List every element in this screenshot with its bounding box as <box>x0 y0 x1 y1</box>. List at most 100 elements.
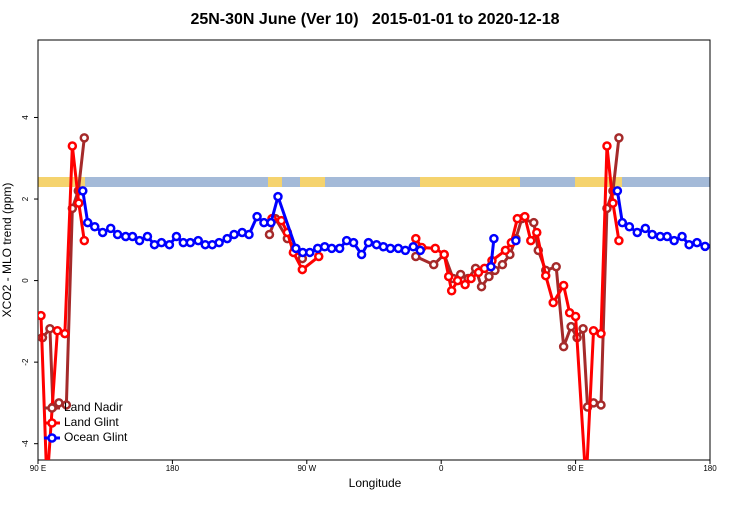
map-strip <box>38 177 710 187</box>
data-point <box>612 186 623 196</box>
legend-label: Ocean Glint <box>64 430 128 444</box>
chart-title: 25N-30N June (Ver 10) 2015-01-01 to 2020… <box>190 11 559 28</box>
data-point <box>229 229 239 240</box>
data-point <box>61 400 72 410</box>
data-point <box>596 400 606 410</box>
data-point <box>79 235 90 246</box>
x-tick-label: 0 <box>439 464 444 473</box>
data-point <box>624 222 635 232</box>
data-point <box>79 133 90 143</box>
data-point <box>428 259 439 270</box>
x-tick-label: 180 <box>703 464 717 473</box>
data-point <box>566 321 576 332</box>
data-point <box>385 243 396 254</box>
plot-area <box>38 133 710 488</box>
data-point <box>684 239 694 250</box>
data-point <box>551 261 561 272</box>
data-point <box>356 249 367 260</box>
data-point <box>54 398 64 408</box>
data-point <box>512 213 523 224</box>
data-point <box>532 227 542 238</box>
data-point <box>97 227 108 238</box>
data-point <box>452 275 463 286</box>
data-point <box>185 237 196 248</box>
y-tick-label: -4 <box>21 440 30 448</box>
data-point <box>408 241 419 252</box>
data-point <box>489 233 499 244</box>
y-tick-label: -2 <box>21 358 30 366</box>
data-point <box>529 217 539 228</box>
data-point <box>669 235 679 246</box>
legend-marker <box>47 403 57 413</box>
data-point <box>244 229 254 240</box>
data-point <box>43 481 50 488</box>
data-point <box>363 237 374 248</box>
data-point <box>700 241 710 252</box>
data-point <box>156 237 167 248</box>
data-point <box>558 280 569 291</box>
data-point <box>38 310 46 321</box>
data-point <box>484 271 494 282</box>
data-point <box>647 229 657 240</box>
data-point <box>500 245 511 256</box>
data-point <box>67 141 78 151</box>
data-point <box>252 211 262 222</box>
data-point <box>112 229 123 240</box>
data-point <box>570 311 581 322</box>
x-tick-label: 180 <box>166 464 180 473</box>
plot-frame <box>37 39 711 461</box>
data-point <box>348 237 359 248</box>
data-point <box>430 243 440 254</box>
x-tick-label: 90 W <box>297 464 316 473</box>
data-point <box>105 223 116 234</box>
y-tick-label: 4 <box>21 115 30 120</box>
data-point <box>415 245 426 256</box>
data-point <box>273 191 283 202</box>
data-point <box>446 286 457 296</box>
data-point <box>677 231 687 242</box>
x-axis-label: Longitude <box>349 476 402 490</box>
data-point <box>578 323 588 334</box>
data-point <box>74 198 84 208</box>
data-point <box>548 297 558 308</box>
data-point <box>520 211 530 222</box>
data-point <box>662 231 672 242</box>
data-point <box>134 235 145 246</box>
x-tick-label: 90 E <box>30 464 46 473</box>
legend-label: Land Nadir <box>64 400 123 414</box>
data-point <box>78 186 88 196</box>
data-point <box>222 233 232 244</box>
data-point <box>305 247 315 258</box>
data-point <box>171 231 182 242</box>
data-point <box>291 243 301 254</box>
data-point <box>89 222 100 232</box>
data-point <box>558 341 569 352</box>
data-point <box>334 243 345 254</box>
data-point <box>497 259 508 270</box>
data-point <box>540 270 551 281</box>
data-point <box>526 235 536 246</box>
data-point <box>164 239 175 250</box>
legend-label: Land Glint <box>64 415 119 429</box>
data-point <box>411 233 421 244</box>
data-point <box>588 325 599 336</box>
data-point <box>266 217 276 228</box>
data-point <box>193 235 203 246</box>
data-point <box>276 215 287 226</box>
data-point <box>45 323 55 334</box>
legend-marker <box>47 433 57 443</box>
data-point <box>614 235 624 246</box>
data-point <box>473 267 484 278</box>
data-point <box>511 235 521 246</box>
x-tick-label: 90 E <box>567 464 583 473</box>
data-point <box>466 273 476 284</box>
data-point <box>608 198 618 208</box>
data-point <box>400 245 411 256</box>
data-point <box>52 325 63 336</box>
data-point <box>326 243 337 254</box>
data-point <box>583 481 590 488</box>
data-point <box>640 223 651 234</box>
data-point <box>486 261 496 272</box>
data-point <box>411 251 421 262</box>
